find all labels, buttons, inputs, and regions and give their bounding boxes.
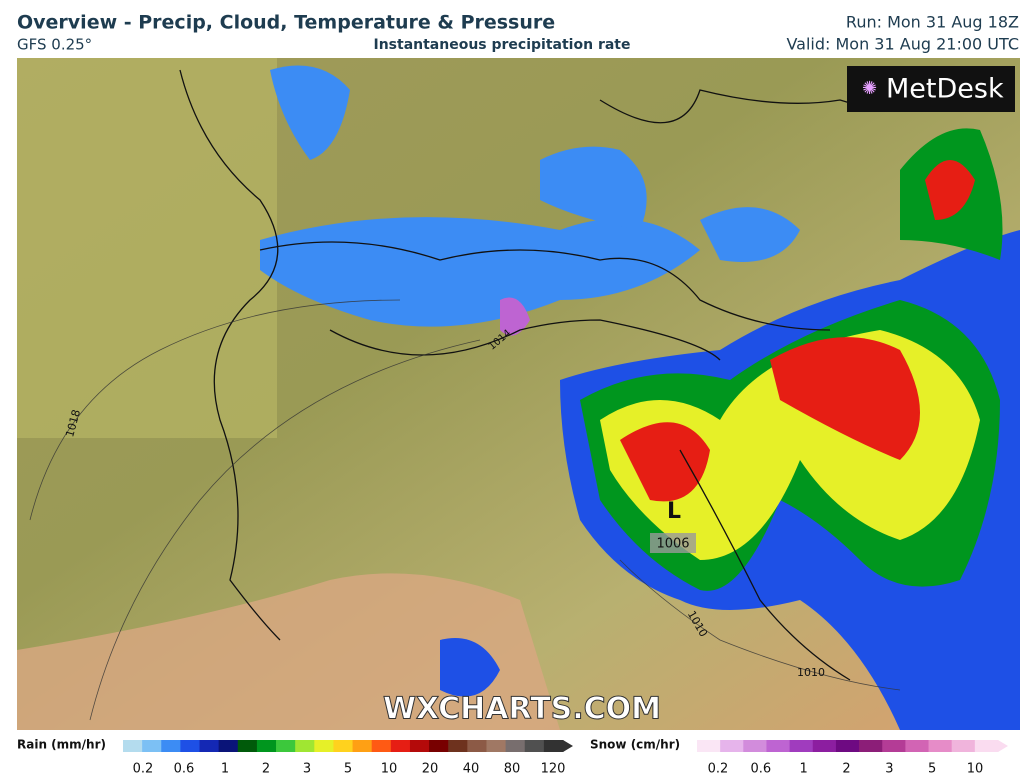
legend-tick-label: 5 <box>344 762 352 777</box>
legend: 0.2 0.6 1 2 3 5 10 20 40 80 120 0.2 0.6 1 2 3 5 10 <box>123 740 1008 777</box>
legend-swatch <box>951 740 976 752</box>
legend-tick-label: 0.2 <box>133 762 154 777</box>
legend-swatch <box>905 740 930 752</box>
legend-swatch <box>314 740 334 752</box>
legend-tick-label: 10 <box>967 762 984 777</box>
isobar-label: 1010 <box>797 666 825 679</box>
watermark: WXCHARTS.COM <box>383 692 661 727</box>
low-marker: L <box>667 499 681 524</box>
legend-swatch <box>486 740 507 752</box>
legend-swatch <box>142 740 162 752</box>
legend-swatch <box>882 740 906 752</box>
legend-tick-label: 0.6 <box>750 762 771 777</box>
legend-swatch <box>543 740 564 752</box>
legend-tick-label: 80 <box>504 762 521 777</box>
snow-legend-label: Snow (cm/hr) <box>590 738 680 752</box>
legend-tick-label: 0.6 <box>174 762 195 777</box>
run: Run: Mon 31 Aug 18Z <box>846 13 1019 32</box>
legend-arrow <box>998 740 1008 752</box>
legend-arrow <box>563 740 573 752</box>
map: ✺ MetDesk 1018 1014 L 1006 1010 1010 WXC… <box>17 58 1020 730</box>
legend-swatch <box>697 740 721 752</box>
brand: MetDesk <box>886 74 1004 105</box>
legend-swatch <box>448 740 468 752</box>
legend-swatch <box>352 740 373 752</box>
legend-swatch <box>409 740 430 752</box>
legend-swatch <box>974 740 999 752</box>
legend-tick-label: 2 <box>842 762 850 777</box>
legend-swatch <box>180 740 201 752</box>
legend-tick-label: 20 <box>422 762 439 777</box>
legend-tick-label: 40 <box>463 762 480 777</box>
isobar-label: 1006 <box>656 537 689 552</box>
title: Overview - Precip, Cloud, Temperature & … <box>17 12 555 34</box>
legend-tick-label: 5 <box>928 762 936 777</box>
legend-swatch <box>859 740 883 752</box>
legend-tick-label: 0.2 <box>708 762 729 777</box>
legend-swatch <box>789 740 814 752</box>
brand-icon: ✺ <box>862 78 877 99</box>
legend-tick-label: 2 <box>262 762 270 777</box>
legend-swatch <box>505 740 526 752</box>
rain-legend-label: Rain (mm/hr) <box>17 738 106 752</box>
legend-tick-label: 1 <box>800 762 808 777</box>
legend-swatch <box>237 740 258 752</box>
legend-swatch <box>812 740 837 752</box>
legend-tick-label: 1 <box>221 762 229 777</box>
legend-swatch <box>276 740 296 752</box>
legend-tick-label: 3 <box>885 762 893 777</box>
legend-swatch <box>743 740 767 752</box>
legend-swatch <box>524 740 545 752</box>
legend-swatch <box>467 740 487 752</box>
legend-swatch <box>123 740 143 752</box>
legend-swatch <box>429 740 449 752</box>
legend-tick-label: 10 <box>381 762 398 777</box>
legend-swatch <box>390 740 411 752</box>
legend-swatch <box>199 740 220 752</box>
legend-swatch <box>218 740 239 752</box>
subtitle: Instantaneous precipitation rate <box>374 37 631 53</box>
legend-swatch <box>161 740 181 752</box>
valid: Valid: Mon 31 Aug 21:00 UTC <box>786 35 1019 54</box>
model: GFS 0.25° <box>17 36 92 54</box>
legend-swatch <box>295 740 315 752</box>
legend-swatch <box>766 740 791 752</box>
legend-swatch <box>835 740 860 752</box>
legend-swatch <box>371 740 392 752</box>
legend-tick-label: 3 <box>303 762 311 777</box>
legend-swatch <box>333 740 354 752</box>
legend-swatch <box>256 740 277 752</box>
legend-swatch <box>928 740 953 752</box>
legend-swatch <box>720 740 744 752</box>
legend-tick-label: 120 <box>541 762 566 777</box>
